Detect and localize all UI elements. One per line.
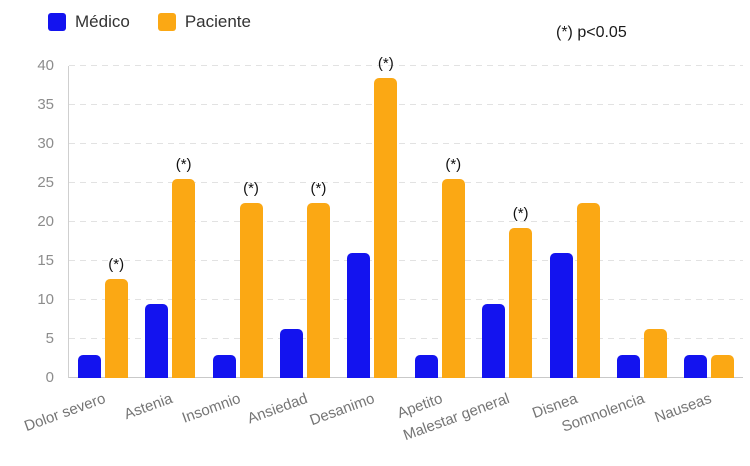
y-tick-label: 25 <box>37 174 54 191</box>
bar-group: (*) <box>473 66 540 378</box>
x-axis-labels: Dolor severo Astenia Insomnio Ansiedad Desan… <box>22 378 742 466</box>
legend-label-medico: Médico <box>75 12 130 31</box>
significance-marker: (*) <box>377 54 394 72</box>
legend-item-paciente: Paciente <box>157 12 251 32</box>
bar-paciente <box>711 354 735 378</box>
p-value-annotation: (*) p<0.05 <box>556 24 627 41</box>
x-tick-label: Desanimo <box>307 390 378 430</box>
bar-medico <box>77 354 101 378</box>
legend-item-medico: Médico <box>48 12 130 32</box>
significance-marker: (*) <box>512 205 529 223</box>
bar-group: (*) <box>271 66 338 378</box>
bar-group: (*) <box>69 66 136 378</box>
significance-marker: (*) <box>445 156 462 174</box>
y-tick-label: 20 <box>37 213 54 230</box>
bar-group: (*) <box>204 66 271 378</box>
bar-group: (*) <box>136 66 203 378</box>
plot-area: (*) (*) (*) (*) (*) (*) (*) <box>68 56 743 378</box>
gridline <box>69 299 743 300</box>
bar-paciente: (*) <box>104 257 128 378</box>
bar-paciente: (*) <box>239 181 263 378</box>
bar-paciente <box>576 202 600 378</box>
y-tick-label: 15 <box>37 252 54 269</box>
paciente-color-swatch <box>157 13 176 31</box>
y-tick-label: 35 <box>37 96 54 113</box>
y-tick-label: 0 <box>45 369 54 386</box>
gridline <box>69 65 743 66</box>
bar-paciente: (*) <box>441 157 465 378</box>
medico-color-swatch <box>48 13 66 31</box>
bar-medico <box>616 354 640 378</box>
bar-group <box>676 66 743 378</box>
bar-medico <box>145 303 169 378</box>
bar-paciente <box>643 328 667 378</box>
significance-marker: (*) <box>243 179 259 197</box>
bar-group: (*) <box>406 66 473 378</box>
significance-marker: (*) <box>310 179 327 197</box>
y-tick-label: 30 <box>37 135 54 152</box>
x-tick-label: Ansiedad <box>245 390 310 428</box>
bar-medico <box>347 253 371 378</box>
x-tick-label: Astenia <box>122 390 175 424</box>
bar-medico <box>414 354 438 378</box>
gridline <box>69 338 743 339</box>
x-axis-baseline <box>69 377 743 378</box>
gridline <box>69 221 743 222</box>
bar-paciente: (*) <box>509 206 533 378</box>
bar-group: (*) <box>339 56 406 378</box>
legend-label-paciente: Paciente <box>184 12 251 31</box>
bar-medico <box>212 354 236 378</box>
significance-marker: (*) <box>175 156 192 174</box>
y-tick-label: 40 <box>37 57 54 74</box>
x-tick-label: Dolor severo <box>21 390 108 436</box>
gridline <box>69 143 743 144</box>
bar-medico <box>684 354 708 378</box>
significance-marker: (*) <box>108 255 125 273</box>
y-tick-label: 10 <box>37 291 54 308</box>
bar-group <box>608 66 675 378</box>
x-tick-label: Insomnio <box>179 390 243 427</box>
bar-group <box>541 66 608 378</box>
bar-paciente: (*) <box>306 181 330 378</box>
bar-medico <box>482 303 506 378</box>
gridline <box>69 260 743 261</box>
y-tick-label: 5 <box>45 330 54 347</box>
bar-paciente: (*) <box>172 157 196 378</box>
bar-medico <box>279 328 303 378</box>
bar-paciente: (*) <box>374 56 398 378</box>
y-axis-labels: 0 5 10 15 20 25 30 35 40 <box>0 58 60 386</box>
gridline <box>69 182 743 183</box>
legend: Médico Paciente <box>48 12 251 32</box>
x-tick-label: Nauseas <box>652 390 715 427</box>
bar-medico <box>549 253 573 378</box>
gridline <box>69 104 743 105</box>
